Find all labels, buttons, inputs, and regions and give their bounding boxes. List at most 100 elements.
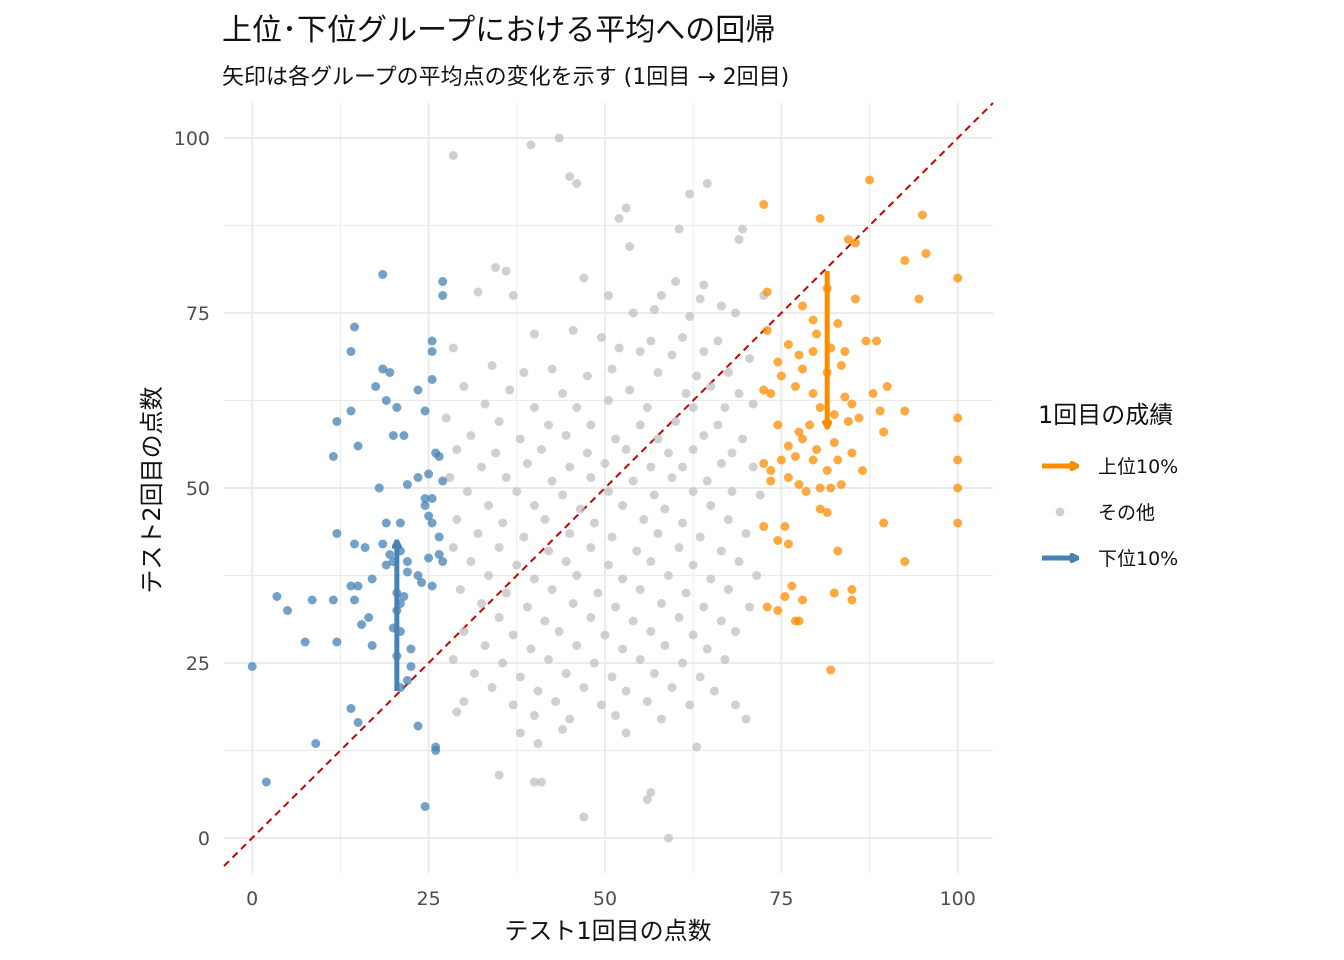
data-point-top [773, 536, 783, 545]
data-point-top [953, 413, 963, 423]
data-point-bottom [367, 641, 377, 650]
x-tick-label: 25 [417, 888, 441, 910]
data-point-other [688, 445, 698, 454]
data-point-top [798, 364, 808, 374]
data-point-other [491, 263, 501, 272]
data-point-other [653, 434, 663, 444]
data-point-other [642, 697, 652, 706]
data-point-other [713, 336, 723, 346]
data-point-other [734, 235, 744, 244]
axis-ticks: 0 25 50 75 100 0 25 50 75 100 [174, 128, 976, 910]
data-point-other [646, 788, 656, 797]
data-point-other [738, 434, 748, 444]
data-point-bottom [374, 483, 384, 493]
data-point-top [836, 480, 846, 489]
data-point-other [635, 420, 645, 430]
data-point-bottom [399, 592, 409, 601]
data-point-top [812, 445, 822, 454]
data-point-other [642, 403, 652, 412]
data-point-bottom [420, 501, 430, 510]
data-point-other [586, 473, 596, 482]
data-point-other [621, 728, 631, 738]
data-point-top [801, 487, 811, 496]
data-point-other [589, 518, 599, 528]
data-point-bottom [328, 595, 338, 605]
data-point-bottom [427, 336, 437, 346]
data-point-other [723, 515, 733, 524]
data-point-top [808, 389, 818, 398]
data-point-other [508, 700, 518, 710]
legend-label-other: その他 [1098, 502, 1155, 524]
data-point-top [840, 392, 850, 402]
data-point-top [921, 249, 931, 258]
data-point-bottom [434, 550, 444, 559]
data-point-other [716, 616, 726, 626]
data-point-other [529, 711, 539, 720]
data-point-other [611, 434, 621, 444]
data-point-other [565, 172, 575, 181]
data-point-top [783, 473, 793, 482]
data-point-other [656, 714, 666, 724]
data-point-other [702, 179, 712, 188]
data-point-top [759, 385, 769, 395]
data-point-other [501, 266, 511, 276]
data-point-other [618, 574, 628, 584]
data-point-other [484, 571, 494, 580]
data-point-other [706, 501, 716, 510]
data-point-other [498, 518, 508, 528]
x-tick-label: 100 [940, 888, 976, 910]
data-point-other [487, 361, 497, 370]
data-point-bottom [427, 518, 437, 528]
data-point-other [459, 382, 469, 391]
legend-label-top: 上位10% [1098, 456, 1178, 478]
data-point-other [572, 571, 582, 580]
data-point-bottom [311, 739, 321, 748]
data-point-other [529, 329, 539, 339]
data-point-other [745, 602, 755, 612]
y-tick-label: 25 [186, 653, 210, 675]
data-point-other [568, 326, 578, 335]
data-point-top [794, 616, 804, 626]
data-point-other [544, 546, 554, 556]
data-point-bottom [300, 637, 310, 647]
data-point-bottom [438, 557, 448, 566]
data-point-other [477, 599, 487, 608]
points-top [759, 175, 963, 675]
data-point-other [462, 487, 472, 496]
data-point-other [533, 739, 543, 748]
reference-line-layer [223, 102, 994, 867]
data-point-other [635, 655, 645, 664]
data-point-other [480, 399, 490, 409]
x-tick-label: 50 [593, 888, 617, 910]
data-point-other [748, 462, 758, 472]
data-point-other [466, 557, 476, 566]
x-axis-title: テスト1回目の点数 [504, 917, 711, 945]
y-tick-label: 50 [186, 478, 210, 500]
data-point-top [840, 347, 850, 356]
data-point-top [865, 175, 875, 185]
data-point-other [473, 529, 483, 538]
data-point-other [547, 476, 557, 486]
data-point-other [579, 683, 589, 692]
data-point-top [836, 361, 846, 370]
data-point-bottom [332, 529, 342, 538]
data-point-other [702, 476, 712, 486]
data-point-top [759, 459, 769, 468]
data-point-bottom [402, 676, 412, 685]
data-point-top [847, 448, 857, 458]
data-point-other [596, 333, 606, 342]
data-point-top [847, 595, 857, 605]
data-point-bottom [420, 406, 430, 416]
data-point-other [452, 707, 462, 717]
data-point-top [790, 452, 800, 461]
data-point-top [776, 371, 786, 381]
data-point-top [833, 455, 843, 465]
data-point-top [776, 455, 786, 465]
data-point-top [759, 200, 769, 209]
data-point-top [780, 522, 790, 531]
data-point-other [660, 504, 670, 514]
data-point-top [798, 595, 808, 605]
data-point-top [868, 389, 878, 398]
